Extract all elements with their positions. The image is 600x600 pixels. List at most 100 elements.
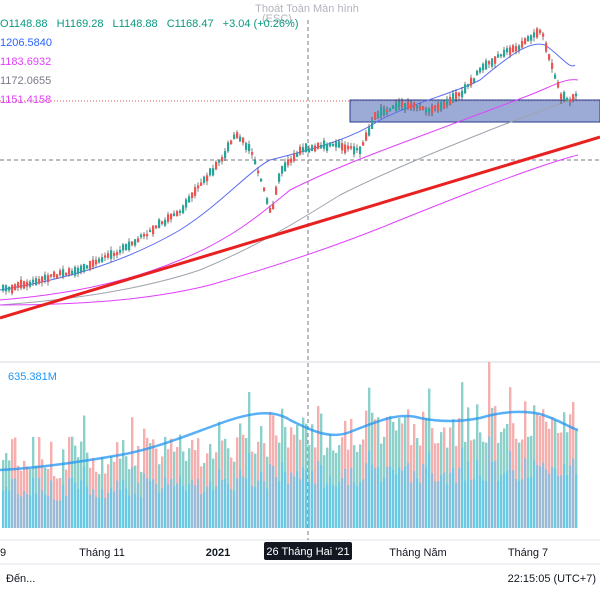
volume-bar-overlay <box>41 490 44 528</box>
volume-bar-overlay <box>512 470 515 528</box>
candle <box>35 278 38 286</box>
candle <box>74 266 77 276</box>
candle <box>212 168 215 176</box>
volume-bar-overlay <box>422 464 425 528</box>
volume-bar-overlay <box>425 467 428 528</box>
candle <box>128 241 131 251</box>
fullscreen-tooltip: Thoát Toàn Màn hình <box>255 3 359 15</box>
candle <box>548 54 551 60</box>
candle <box>221 156 224 162</box>
volume-bar-overlay <box>281 462 284 528</box>
volume-bar-overlay <box>206 486 209 528</box>
volume-bar-overlay <box>482 480 485 528</box>
candle <box>197 185 200 189</box>
candle <box>50 274 53 277</box>
volume-bar-overlay <box>227 484 230 528</box>
candle <box>479 67 482 73</box>
volume-bar-overlay <box>110 488 113 528</box>
trend-line[interactable] <box>0 135 600 320</box>
candle <box>440 101 443 110</box>
volume-bar-overlay <box>95 497 98 528</box>
volume-bar-overlay <box>251 485 254 528</box>
ma-legend-3: 1172.0655 <box>0 75 51 87</box>
candle <box>236 132 239 139</box>
candle <box>353 146 356 155</box>
volume-bar-overlay <box>197 478 200 528</box>
candle <box>443 101 446 109</box>
candle <box>401 101 404 108</box>
volume-bar-overlay <box>29 495 32 528</box>
volume-bar-overlay <box>464 480 467 528</box>
volume-bar-overlay <box>224 478 227 528</box>
volume-bar-overlay <box>161 488 164 528</box>
volume-bar-overlay <box>68 477 71 528</box>
volume-bar-overlay <box>341 478 344 528</box>
volume-bar-overlay <box>356 486 359 528</box>
candle <box>257 170 260 174</box>
clock-timezone[interactable]: 22:15:05 (UTC+7) <box>508 573 596 585</box>
candle <box>314 145 317 152</box>
candle <box>71 270 74 274</box>
volume-bar-overlay <box>467 461 470 528</box>
volume-legend-value: 635.381M <box>8 371 57 383</box>
candle <box>308 148 311 153</box>
volume-bar-overlay <box>428 451 431 528</box>
volume-bar-overlay <box>491 462 494 528</box>
candle <box>557 81 560 88</box>
candle <box>233 134 236 139</box>
volume-bar-overlay <box>515 478 518 528</box>
volume-bar-overlay <box>413 470 416 528</box>
candle <box>143 233 146 237</box>
candle <box>2 284 5 291</box>
candle <box>371 120 374 129</box>
volume-bar-overlay <box>83 466 86 528</box>
candle <box>395 103 398 112</box>
volume-bar-overlay <box>233 491 236 528</box>
candle <box>230 140 233 145</box>
candle <box>62 269 65 277</box>
candle <box>104 255 107 258</box>
volume-bar-overlay <box>47 495 50 528</box>
volume-bar-overlay <box>431 473 434 528</box>
volume-bar-overlay <box>305 470 308 528</box>
candle <box>428 108 431 113</box>
candle <box>269 207 272 213</box>
volume-bar-overlay <box>476 459 479 528</box>
goto-date-button[interactable]: Đến... <box>6 573 35 585</box>
candle <box>248 144 251 152</box>
volume-bar-overlay <box>134 493 137 528</box>
candle <box>155 225 158 229</box>
candle <box>158 219 161 229</box>
volume-bar-overlay <box>539 466 542 528</box>
volume-bar-overlay <box>377 467 380 528</box>
candle <box>182 205 185 214</box>
candle <box>323 140 326 149</box>
volume-bar-overlay <box>407 462 410 528</box>
volume-bar-overlay <box>152 479 155 528</box>
volume-bar-overlay <box>329 476 332 528</box>
candle <box>350 146 353 149</box>
candle <box>170 213 173 220</box>
candle <box>356 148 359 151</box>
ma-legend-4: 1151.4158 <box>0 94 51 106</box>
volume-bar-overlay <box>473 479 476 528</box>
volume-bar-overlay <box>437 481 440 528</box>
ohlc-open-value: 1148.88 <box>9 18 48 30</box>
candle <box>44 274 47 280</box>
ohlc-close-label: C <box>167 18 175 30</box>
volume-bar-overlay <box>263 481 266 528</box>
candle <box>539 29 542 33</box>
volume-bar-overlay <box>509 450 512 528</box>
volume-bar-overlay <box>497 481 500 528</box>
candle <box>512 45 515 53</box>
candle <box>185 199 188 208</box>
volume-bar-overlay <box>44 494 47 528</box>
volume-bar-overlay <box>188 484 191 528</box>
volume-bar-overlay <box>362 479 365 528</box>
candle <box>455 92 458 100</box>
volume-bar-overlay <box>365 463 368 528</box>
ma-line-3 <box>0 97 576 306</box>
volume-bar-overlay <box>443 472 446 528</box>
candle <box>410 103 413 110</box>
